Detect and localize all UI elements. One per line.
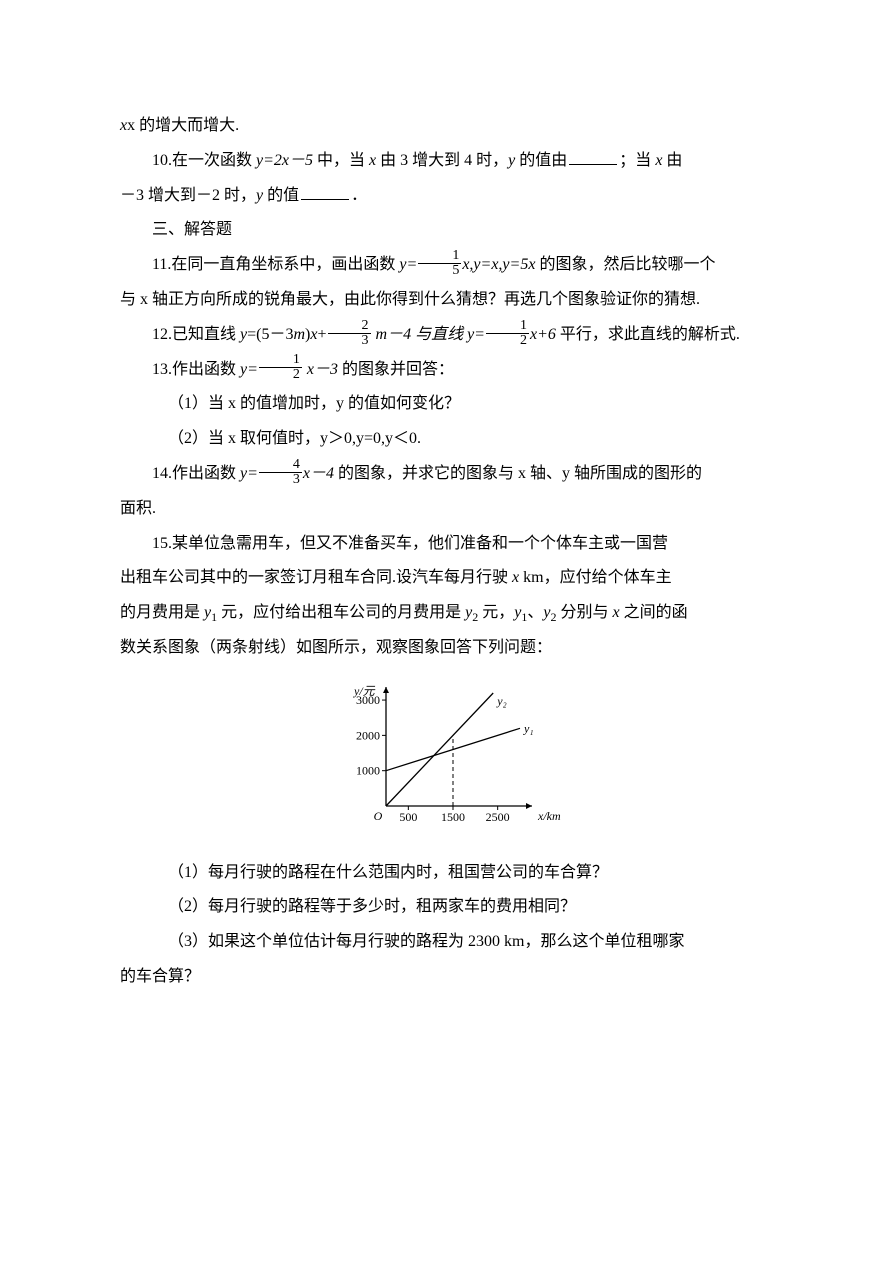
svg-text:y₁: y₁: [523, 721, 534, 735]
svg-text:2500: 2500: [485, 810, 509, 824]
svg-text:O: O: [373, 809, 382, 823]
question-15-sub1: （1）每月行驶的路程在什么范围内时，租国营公司的车合算？: [120, 857, 777, 890]
question-15-sub3: （3）如果这个单位估计每月行驶的路程为 2300 km，那么这个单位租哪家: [120, 926, 777, 959]
question-13-sub1: （1）当 x 的值增加时，y 的值如何变化？: [120, 388, 777, 421]
question-13-sub2: （2）当 x 取何值时，y＞0,y=0,y＜0.: [120, 423, 777, 456]
q10-prefix: 10.在一次函数: [152, 152, 256, 169]
question-14: 14.作出函数 y=43x－4 的图象，并求它的图象与 x 轴、y 轴所围成的图…: [120, 458, 777, 491]
line-chart: 50015002500100020003000Ox/kmy/元y₁y₂: [334, 679, 564, 834]
question-15-sub2: （2）每月行驶的路程等于多少时，租两家车的费用相同？: [120, 891, 777, 924]
section-heading: 三、解答题: [120, 214, 777, 247]
svg-text:2000: 2000: [356, 728, 380, 742]
question-15-line1: 15.某单位急需用车，但又不准备买车，他们准备和一个个体车主或一国营: [120, 528, 777, 561]
q10-eq: y=2x－5: [256, 152, 313, 169]
fraction-1-2: 12: [486, 319, 529, 348]
question-15-line4: 数关系图象（两条射线）如图所示，观察图象回答下列问题：: [120, 632, 777, 665]
svg-text:1500: 1500: [441, 810, 465, 824]
fraction-1-2b: 12: [259, 353, 302, 382]
question-11: 11.在同一直角坐标系中，画出函数 y=15x,y=x,y=5x 的图象，然后比…: [120, 249, 777, 282]
question-13: 13.作出函数 y=12 x－3 的图象并回答：: [120, 354, 777, 387]
question-11-line2: 与 x 轴正方向所成的锐角最大，由此你得到什么猜想？再选几个图象验证你的猜想.: [120, 284, 777, 317]
fraction-1-5: 15: [418, 249, 461, 278]
fraction-4-3: 43: [259, 458, 302, 487]
blank-1: [569, 164, 617, 165]
question-15-sub3b: 的车合算？: [120, 961, 777, 994]
svg-text:y/元: y/元: [353, 684, 376, 698]
question-15-line2: 出租车公司其中的一家签订月租车合同.设汽车每月行驶 x km，应付给个体车主: [120, 562, 777, 595]
cont-text: x 的增大而增大.: [127, 117, 239, 134]
blank-2: [301, 199, 349, 200]
svg-text:y₂: y₂: [496, 694, 507, 708]
question-15-line3: 的月费用是 y1 元，应付给出租车公司的月费用是 y2 元，y1、y2 分别与 …: [120, 597, 777, 630]
question-10: 10.在一次函数 y=2x－5 中，当 x 由 3 增大到 4 时，y 的值由；…: [120, 145, 777, 178]
continuation-line: xx 的增大而增大.: [120, 110, 777, 143]
question-12: 12.已知直线 y=(5－3m)x+23 m－4 与直线 y=12x+6 平行，…: [120, 319, 777, 352]
svg-text:x/km: x/km: [537, 809, 561, 823]
svg-text:500: 500: [399, 810, 417, 824]
question-10-line2: －3 增大到－2 时，y 的值．: [120, 180, 777, 213]
fraction-2-3: 23: [328, 319, 371, 348]
question-14-line2: 面积.: [120, 493, 777, 526]
svg-text:1000: 1000: [356, 763, 380, 777]
chart-container: 50015002500100020003000Ox/kmy/元y₁y₂: [120, 679, 777, 847]
